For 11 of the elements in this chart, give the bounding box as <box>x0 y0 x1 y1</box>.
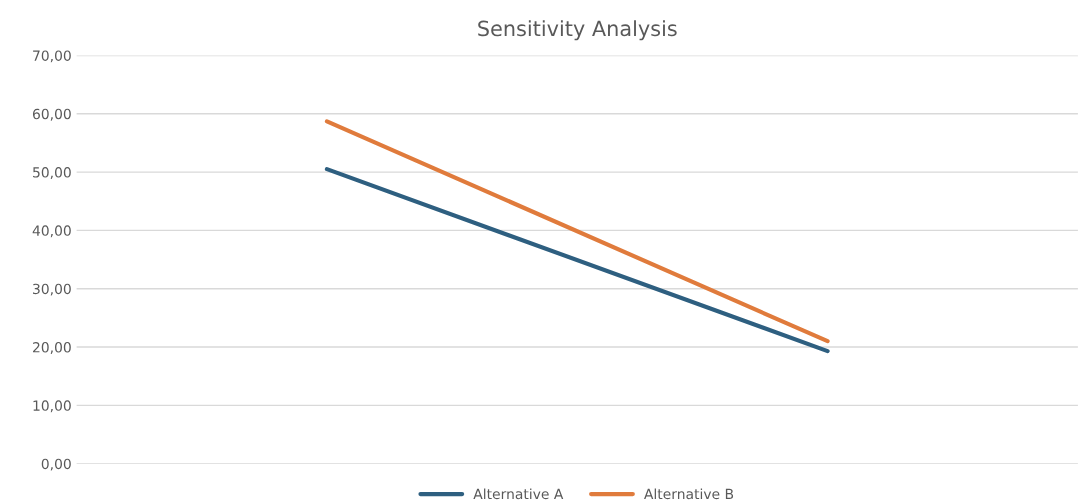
y-tick-label: 40,00 <box>32 225 71 238</box>
y-tick-label: 50,00 <box>33 167 71 179</box>
legend-label: Alternative A <box>473 488 564 500</box>
y-tick-label: 0,00 <box>41 458 71 471</box>
y-tick-label: 20,00 <box>33 342 71 354</box>
y-tick-label: 70,00 <box>33 50 71 63</box>
y-tick-label: 30,00 <box>33 283 71 296</box>
chart-title: Sensitivity Analysis <box>478 20 677 41</box>
y-tick-label: 10,00 <box>33 400 71 413</box>
y-tick-label: 60,00 <box>32 108 71 121</box>
legend-label: Alternative B <box>644 488 734 500</box>
